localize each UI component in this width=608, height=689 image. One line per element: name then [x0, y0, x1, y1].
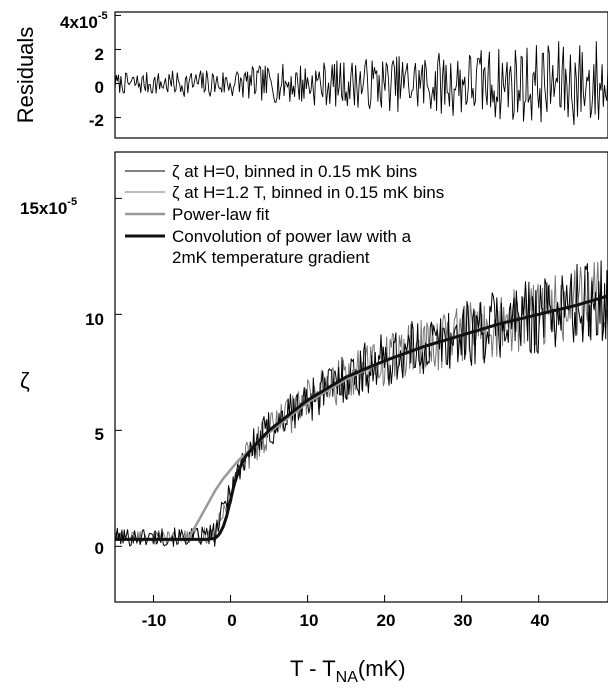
- main-panel: 15x10-5 10 5 0 -10 0 10 20 30 40 ζ T - T…: [20, 151, 608, 686]
- legend: ζ at H=0, binned in 0.15 mK bins ζ at H=…: [125, 162, 444, 267]
- main-xlabel-text: T - T: [290, 656, 336, 681]
- residuals-ticks: [115, 14, 121, 119]
- residuals-ytick-neg2: -2: [89, 111, 104, 130]
- residuals-ytick-0: 0: [95, 78, 104, 97]
- legend-label-powerlaw: Power-law fit: [172, 205, 270, 224]
- main-xtick-40: 40: [531, 611, 550, 630]
- main-xlabel-unit: (mK): [358, 656, 406, 681]
- main-xtick-10: 10: [300, 611, 319, 630]
- series-h0-data: [114, 260, 608, 547]
- series-convolution-fit: [115, 294, 608, 541]
- main-ytick-5: 5: [95, 425, 104, 444]
- main-plot-frame: [114, 151, 608, 603]
- residuals-panel: 4x10-5 2 0 -2 Residuals: [13, 10, 608, 139]
- residuals-exponent: -5: [98, 10, 108, 22]
- main-xlabel-subscript: NA: [336, 669, 359, 686]
- main-multiplier: x10: [39, 199, 67, 218]
- main-xtick-0: 0: [227, 611, 236, 630]
- legend-label-h12: ζ at H=1.2 T, binned in 0.15 mK bins: [172, 183, 444, 202]
- main-xtick-neg10: -10: [142, 611, 167, 630]
- main-ytick-0: 0: [95, 539, 104, 558]
- main-ytick-15: 15x10-5: [20, 196, 77, 218]
- series-h12-data: [114, 261, 608, 545]
- main-xtick-30: 30: [454, 611, 473, 630]
- residuals-multiplier: x10: [69, 13, 97, 32]
- residuals-plot-frame: [114, 11, 608, 139]
- legend-label-convolution-line2: 2mK temperature gradient: [172, 248, 370, 267]
- main-exponent: -5: [67, 196, 77, 208]
- main-xtick-20: 20: [377, 611, 396, 630]
- main-ytick-10: 10: [85, 310, 104, 329]
- residuals-line: [114, 41, 608, 126]
- residuals-ytick-4: 4x10-5: [60, 10, 108, 32]
- main-ticks: [115, 197, 540, 602]
- main-xlabel: T - TNA(mK): [290, 656, 406, 686]
- residuals-series-group: [114, 41, 608, 126]
- residuals-ylabel: Residuals: [13, 27, 38, 124]
- main-ytick-15-value: 15: [20, 199, 39, 218]
- main-ylabel: ζ: [20, 368, 30, 393]
- legend-label-convolution: Convolution of power law with a: [172, 227, 412, 246]
- residuals-ytick-4-value: 4: [60, 13, 70, 32]
- main-series-group: [114, 260, 608, 547]
- legend-label-h0: ζ at H=0, binned in 0.15 mK bins: [172, 162, 417, 181]
- residuals-ytick-2: 2: [95, 45, 104, 64]
